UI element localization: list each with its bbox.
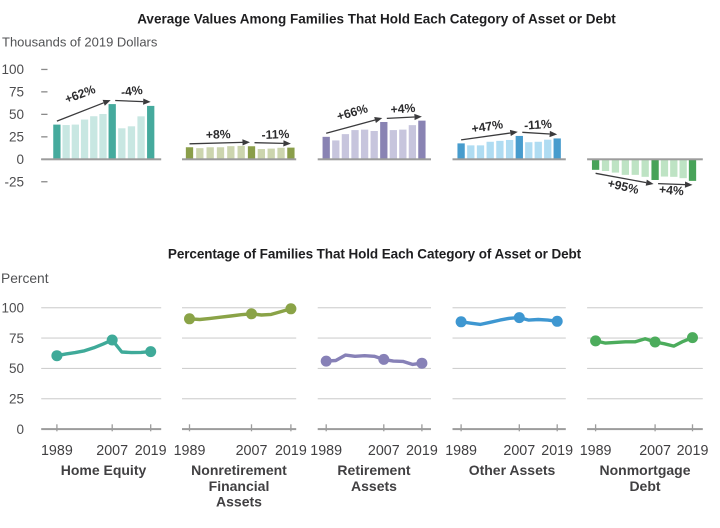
svg-text:25: 25 <box>9 392 24 407</box>
svg-text:2019: 2019 <box>135 443 167 459</box>
svg-text:2007: 2007 <box>368 443 400 459</box>
svg-text:1989: 1989 <box>41 443 73 459</box>
svg-text:Debt: Debt <box>629 478 660 494</box>
svg-text:Average Values Among Families: Average Values Among Families That Hold … <box>137 12 616 27</box>
svg-text:50: 50 <box>9 107 24 122</box>
svg-text:1989: 1989 <box>174 443 206 459</box>
svg-text:1989: 1989 <box>310 443 342 459</box>
svg-text:2007: 2007 <box>503 443 535 459</box>
svg-text:-4%: -4% <box>120 83 143 100</box>
svg-text:75: 75 <box>9 331 24 346</box>
svg-text:1989: 1989 <box>445 443 477 459</box>
svg-text:2019: 2019 <box>541 443 573 459</box>
svg-text:+8%: +8% <box>206 127 231 142</box>
svg-text:Nonmortgage: Nonmortgage <box>600 462 691 478</box>
svg-text:Other Assets: Other Assets <box>469 462 556 478</box>
svg-text:Home Equity: Home Equity <box>61 462 147 478</box>
svg-text:Nonretirement: Nonretirement <box>191 462 287 478</box>
svg-text:25: 25 <box>9 130 24 145</box>
svg-text:2019: 2019 <box>406 443 438 459</box>
svg-text:+95%: +95% <box>606 176 640 197</box>
svg-text:Retirement: Retirement <box>337 462 410 478</box>
svg-text:-11%: -11% <box>261 127 289 142</box>
svg-text:0: 0 <box>16 422 24 437</box>
svg-text:Assets: Assets <box>351 478 397 494</box>
svg-text:+47%: +47% <box>471 117 504 136</box>
svg-text:Assets: Assets <box>216 494 262 510</box>
svg-text:-25: -25 <box>4 175 24 190</box>
svg-text:1989: 1989 <box>580 443 612 459</box>
svg-text:+4%: +4% <box>659 182 685 198</box>
svg-text:50: 50 <box>9 361 24 376</box>
svg-text:2019: 2019 <box>275 443 307 459</box>
svg-text:100: 100 <box>1 62 24 77</box>
svg-text:Thousands of 2019 Dollars: Thousands of 2019 Dollars <box>2 35 158 50</box>
svg-text:-11%: -11% <box>524 117 553 133</box>
svg-text:Percentage of Families That Ho: Percentage of Families That Hold Each Ca… <box>168 247 582 262</box>
svg-text:100: 100 <box>1 301 24 316</box>
svg-text:0: 0 <box>16 152 24 167</box>
svg-text:2007: 2007 <box>96 443 128 459</box>
svg-text:2007: 2007 <box>639 443 671 459</box>
svg-text:Percent: Percent <box>1 271 49 286</box>
svg-text:2019: 2019 <box>677 443 709 459</box>
svg-text:2007: 2007 <box>236 443 268 459</box>
svg-text:Financial: Financial <box>209 478 270 494</box>
svg-text:75: 75 <box>9 85 24 100</box>
svg-text:+4%: +4% <box>390 101 416 117</box>
